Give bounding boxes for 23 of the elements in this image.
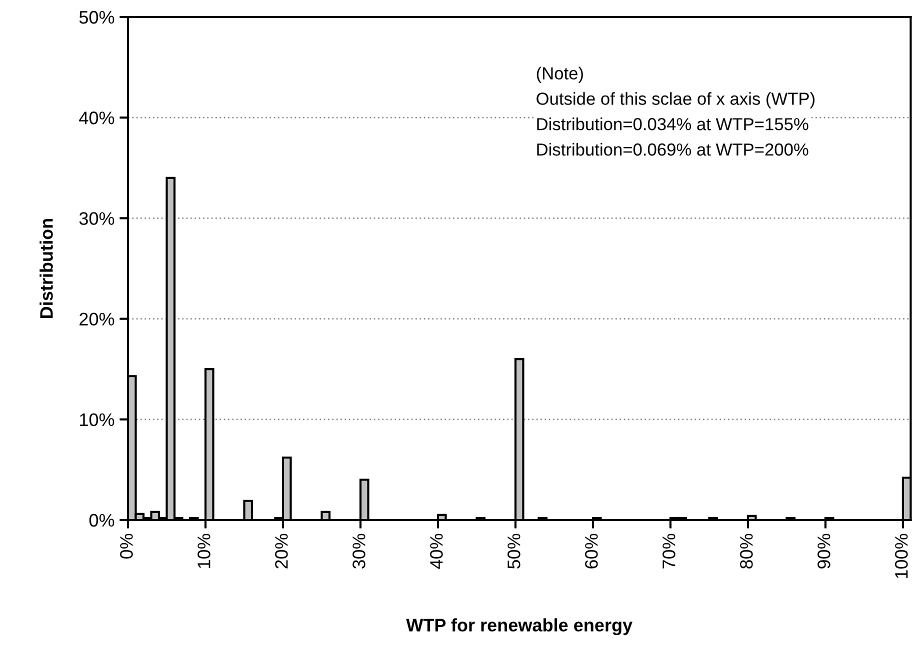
y-tick-label: 30% [79, 212, 114, 225]
x-axis-title: WTP for renewable energy [406, 618, 632, 636]
y-tick-label: 40% [79, 112, 114, 124]
x-tick-label: 20% [275, 534, 288, 568]
x-tick-label: 40% [430, 534, 443, 569]
x-tick-label: 90% [818, 534, 830, 568]
x-tick-label: 100% [895, 534, 908, 578]
x-tick-label: 50% [508, 534, 520, 569]
x-tick-label: 10% [198, 534, 210, 568]
y-tick-label: 0% [89, 514, 114, 527]
annotation: Outside of this sclae of x axis (WTP) [536, 92, 814, 108]
y-tick-label: 10% [80, 413, 114, 426]
x-tick-label: 0% [120, 534, 133, 559]
x-tick-label: 70% [662, 534, 676, 568]
x-tick-label: 80% [740, 534, 753, 569]
annotation: Distribution=0.069% at WTP=200% [537, 142, 808, 156]
annotation: (Note) [536, 66, 583, 83]
x-tick-label: 30% [352, 534, 366, 569]
annotation: Distribution=0.034% at WTP=155% [537, 118, 808, 130]
y-tick-label: 20% [80, 312, 114, 326]
x-tick-label: 60% [585, 534, 598, 568]
y-axis-title: Distribution [40, 218, 53, 318]
y-tick-label: 50% [79, 10, 114, 24]
